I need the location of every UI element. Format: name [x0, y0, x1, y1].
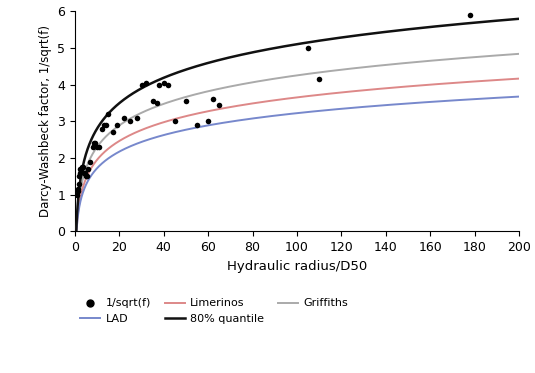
Point — [73, 192, 81, 198]
Point — [89, 140, 98, 146]
Y-axis label: Darcy-Washbeck factor, 1/sqrt(f): Darcy-Washbeck factor, 1/sqrt(f) — [39, 25, 51, 217]
Point — [102, 122, 110, 128]
Point — [80, 170, 88, 176]
Point — [171, 118, 179, 124]
Point — [84, 166, 93, 172]
Point — [75, 173, 83, 179]
Point — [159, 80, 168, 86]
Legend: 1/sqrt(f), LAD, Limerinos, 80% quantile, Griffiths: 1/sqrt(f), LAD, Limerinos, 80% quantile,… — [80, 298, 348, 324]
Point — [113, 122, 121, 128]
Point — [133, 115, 141, 120]
Point — [466, 12, 475, 18]
Point — [164, 82, 172, 88]
Point — [204, 118, 212, 124]
Point — [97, 126, 106, 132]
Point — [148, 98, 157, 104]
Point — [155, 82, 164, 88]
Point — [82, 173, 90, 179]
X-axis label: Hydraulic radius/D50: Hydraulic radius/D50 — [227, 260, 367, 273]
Point — [75, 170, 84, 176]
Point — [79, 164, 87, 170]
Point — [81, 170, 89, 176]
Point — [76, 166, 85, 172]
Point — [153, 100, 162, 106]
Point — [215, 102, 224, 108]
Point — [77, 164, 86, 170]
Point — [208, 96, 217, 102]
Point — [74, 181, 83, 186]
Point — [93, 144, 102, 150]
Point — [137, 82, 146, 88]
Point — [74, 186, 82, 192]
Point — [88, 144, 97, 150]
Point — [315, 76, 323, 82]
Point — [181, 98, 190, 104]
Point — [142, 80, 150, 86]
Point — [83, 173, 91, 179]
Point — [304, 45, 312, 51]
Point — [119, 115, 128, 120]
Point — [90, 140, 99, 146]
Point — [95, 144, 104, 150]
Point — [193, 122, 201, 128]
Point — [86, 159, 95, 164]
Point — [100, 122, 108, 128]
Point — [73, 188, 82, 194]
Point — [109, 129, 117, 135]
Point — [77, 166, 86, 172]
Point — [126, 118, 135, 124]
Point — [104, 111, 112, 117]
